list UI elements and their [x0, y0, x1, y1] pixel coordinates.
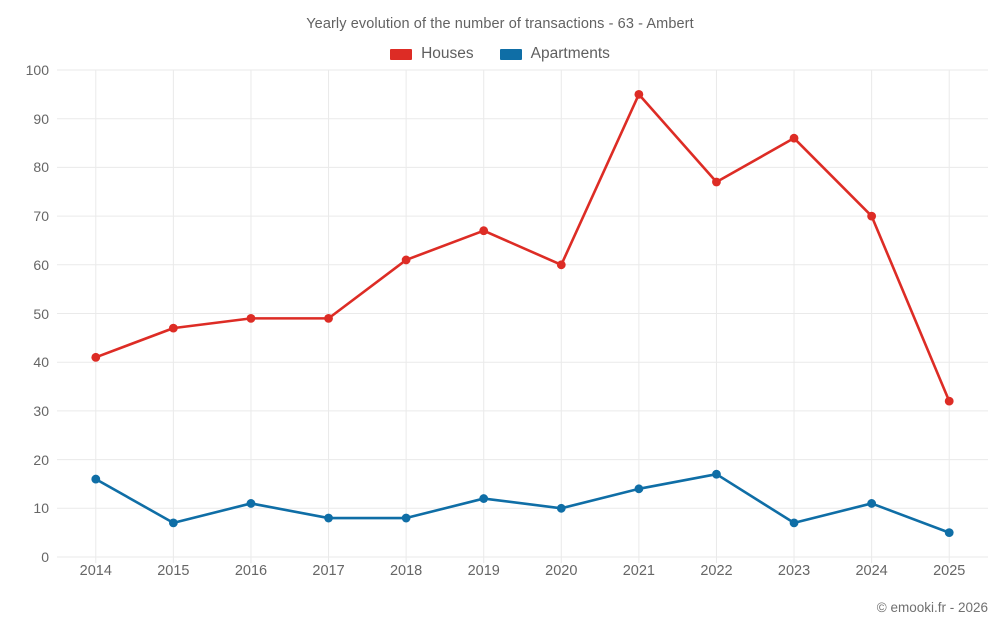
data-point-houses-2022[interactable] [712, 177, 721, 187]
data-point-apartments-2023[interactable] [789, 518, 799, 528]
series-line-apartments [94, 472, 951, 534]
data-point-houses-2015[interactable] [168, 323, 178, 333]
x-tick-label: 2014 [79, 563, 112, 579]
y-tick-label: 10 [33, 500, 49, 517]
data-point-apartments-2025[interactable] [944, 528, 954, 538]
y-tick-label: 70 [33, 208, 49, 225]
y-tick-label: 0 [41, 549, 49, 565]
data-point-houses-2018[interactable] [401, 255, 411, 265]
data-point-apartments-2014[interactable] [91, 474, 101, 484]
x-tick-label: 2020 [545, 563, 578, 579]
x-tick-label: 2018 [389, 563, 423, 579]
data-point-houses-2014[interactable] [91, 352, 101, 362]
x-tick-label: 2015 [157, 563, 190, 579]
data-point-apartments-2017[interactable] [324, 513, 333, 523]
legend-item-apartments[interactable]: Apartments [499, 45, 610, 63]
y-tick-label: 20 [33, 451, 49, 468]
y-tick-label: 30 [33, 402, 49, 419]
legend-swatch-icon [499, 48, 522, 60]
y-tick-label: 90 [33, 110, 49, 127]
y-tick-label: 40 [33, 354, 49, 371]
data-point-houses-2017[interactable] [324, 313, 333, 323]
data-point-apartments-2024[interactable] [867, 499, 877, 508]
data-point-houses-2021[interactable] [634, 89, 644, 99]
chart-legend: Houses Apartments [0, 45, 1000, 63]
chart-plot-svg [57, 69, 988, 563]
data-point-houses-2019[interactable] [479, 226, 489, 236]
data-point-houses-2020[interactable] [556, 260, 566, 270]
data-point-houses-2016[interactable] [246, 313, 256, 323]
data-point-apartments-2020[interactable] [556, 503, 566, 513]
data-point-apartments-2015[interactable] [168, 518, 178, 528]
x-axis-tick-labels: 2014 2015 2016 2017 2018 2019 2020 2021 2022 2023… [57, 563, 988, 589]
data-point-apartments-2018[interactable] [401, 513, 411, 523]
legend-label-houses: Houses [421, 45, 474, 62]
y-tick-label: 60 [33, 256, 49, 273]
data-point-apartments-2016[interactable] [246, 499, 256, 508]
data-point-apartments-2021[interactable] [634, 484, 644, 494]
x-tick-label: 2017 [312, 563, 345, 579]
data-point-houses-2024[interactable] [867, 211, 877, 221]
legend-swatch-icon [390, 48, 413, 60]
x-tick-label: 2019 [467, 563, 500, 579]
x-tick-label: 2021 [622, 563, 656, 579]
y-tick-label: 80 [33, 159, 49, 176]
x-tick-label: 2025 [933, 563, 966, 579]
legend-item-houses[interactable]: Houses [390, 45, 474, 63]
x-tick-label: 2016 [234, 563, 268, 579]
y-axis-tick-labels: 0 10 20 30 40 50 60 70 80 90 100 [0, 62, 49, 565]
y-tick-label: 50 [33, 305, 49, 322]
legend-label-apartments: Apartments [530, 45, 610, 62]
series-line-houses [94, 93, 951, 403]
data-point-houses-2023[interactable] [789, 133, 799, 143]
plot-area [57, 69, 988, 563]
data-point-apartments-2019[interactable] [479, 494, 489, 503]
chart-title: Yearly evolution of the number of transa… [306, 16, 694, 32]
x-tick-label: 2024 [855, 563, 888, 579]
x-tick-label: 2023 [777, 563, 811, 579]
data-point-apartments-2022[interactable] [712, 469, 721, 479]
data-point-houses-2025[interactable] [944, 396, 954, 406]
y-tick-label: 100 [25, 62, 49, 78]
x-tick-label: 2022 [700, 563, 733, 579]
footer-credit: © emooki.fr - 2026 [876, 600, 988, 615]
